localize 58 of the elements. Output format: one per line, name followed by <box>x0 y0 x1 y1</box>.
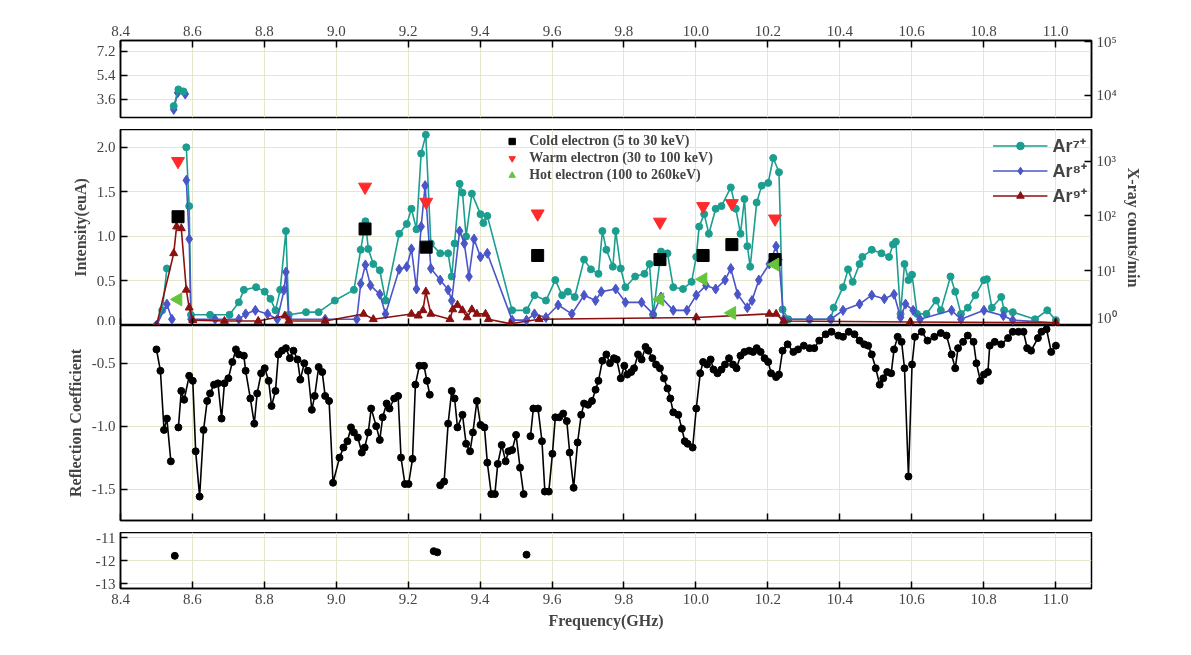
x-tick-label: 8.4 <box>111 22 131 39</box>
legend-label: Warm electron (30 to 100 keV) <box>529 150 713 166</box>
y-tick-label: -1.0 <box>91 418 116 435</box>
y2-tick-label: 10⁰ <box>1096 309 1117 326</box>
y-axis-title: Intensity(euA) <box>71 178 90 277</box>
x-tick-label: 9.4 <box>470 22 490 39</box>
x-tick-label: 9.4 <box>470 590 490 607</box>
y2-tick-label: 10¹ <box>1096 262 1116 279</box>
y-tick-label: -0.5 <box>91 355 116 372</box>
y-tick-label: -1.5 <box>91 481 116 498</box>
y2-tick-label: 10³ <box>1096 153 1117 170</box>
y-tick-label: 2.0 <box>96 139 116 156</box>
y-tick-label: -12 <box>95 552 116 569</box>
x-tick-label: 10.4 <box>826 590 854 607</box>
y2-tick-label: 10⁴ <box>1096 87 1117 104</box>
x-tick-label: 10.2 <box>754 590 781 607</box>
x-tick-label: 9.0 <box>326 590 346 607</box>
y-tick-label: 0.0 <box>96 312 116 329</box>
x-tick-label: 9.8 <box>614 590 634 607</box>
x-tick-label: 9.6 <box>542 22 562 39</box>
legend-label: Ar⁷⁺ <box>1052 135 1086 157</box>
legend-label: Ar⁸⁺ <box>1052 160 1087 182</box>
x-tick-label: 9.2 <box>398 22 418 39</box>
x-tick-label: 9.0 <box>326 22 346 39</box>
x-axis-title: Frequency(GHz) <box>548 611 664 630</box>
x-tick-label: 10.0 <box>682 590 710 607</box>
x-tick-label: 10.6 <box>898 590 926 607</box>
x-tick-label: 11.0 <box>1042 590 1069 607</box>
x-tick-label: 8.6 <box>183 22 203 39</box>
x-tick-label: 8.6 <box>183 590 203 607</box>
y-tick-label: 7.2 <box>96 43 116 60</box>
y-tick-label: 1.0 <box>96 228 116 245</box>
y2-tick-label: 10⁵ <box>1096 33 1117 50</box>
legend-label: Hot electron (100 to 260keV) <box>529 167 701 183</box>
legend-label: Ar⁹⁺ <box>1052 185 1087 207</box>
y2-tick-label: 10² <box>1096 208 1117 224</box>
y-tick-label: 1.5 <box>96 183 116 200</box>
x-tick-label: 9.8 <box>614 22 634 39</box>
x-tick-label: 10.8 <box>970 590 997 607</box>
y-axis-title: Reflection Coefficient <box>66 348 84 497</box>
x-tick-label: 10.2 <box>754 22 781 39</box>
y-tick-label: -13 <box>95 575 116 592</box>
x-tick-label: 11.0 <box>1042 22 1069 39</box>
y2-axis-title: X-ray counts/min <box>1123 167 1142 288</box>
x-tick-label: 8.8 <box>254 590 274 607</box>
y-tick-label: 3.6 <box>96 91 116 108</box>
y-tick-label: 5.4 <box>96 67 116 84</box>
y-tick-label: 0.5 <box>96 272 116 289</box>
x-tick-label: 10.6 <box>898 22 926 39</box>
x-tick-label: 8.8 <box>254 22 274 39</box>
x-tick-label: 10.8 <box>970 22 997 39</box>
legend-label: Cold electron (5 to 30 keV) <box>529 133 690 149</box>
x-tick-label: 10.0 <box>682 22 710 39</box>
x-tick-label: 9.6 <box>542 590 562 607</box>
x-tick-label: 10.4 <box>826 22 854 39</box>
y-tick-label: -11 <box>96 529 116 546</box>
x-tick-label: 8.4 <box>111 590 131 607</box>
x-tick-label: 9.2 <box>398 590 418 607</box>
